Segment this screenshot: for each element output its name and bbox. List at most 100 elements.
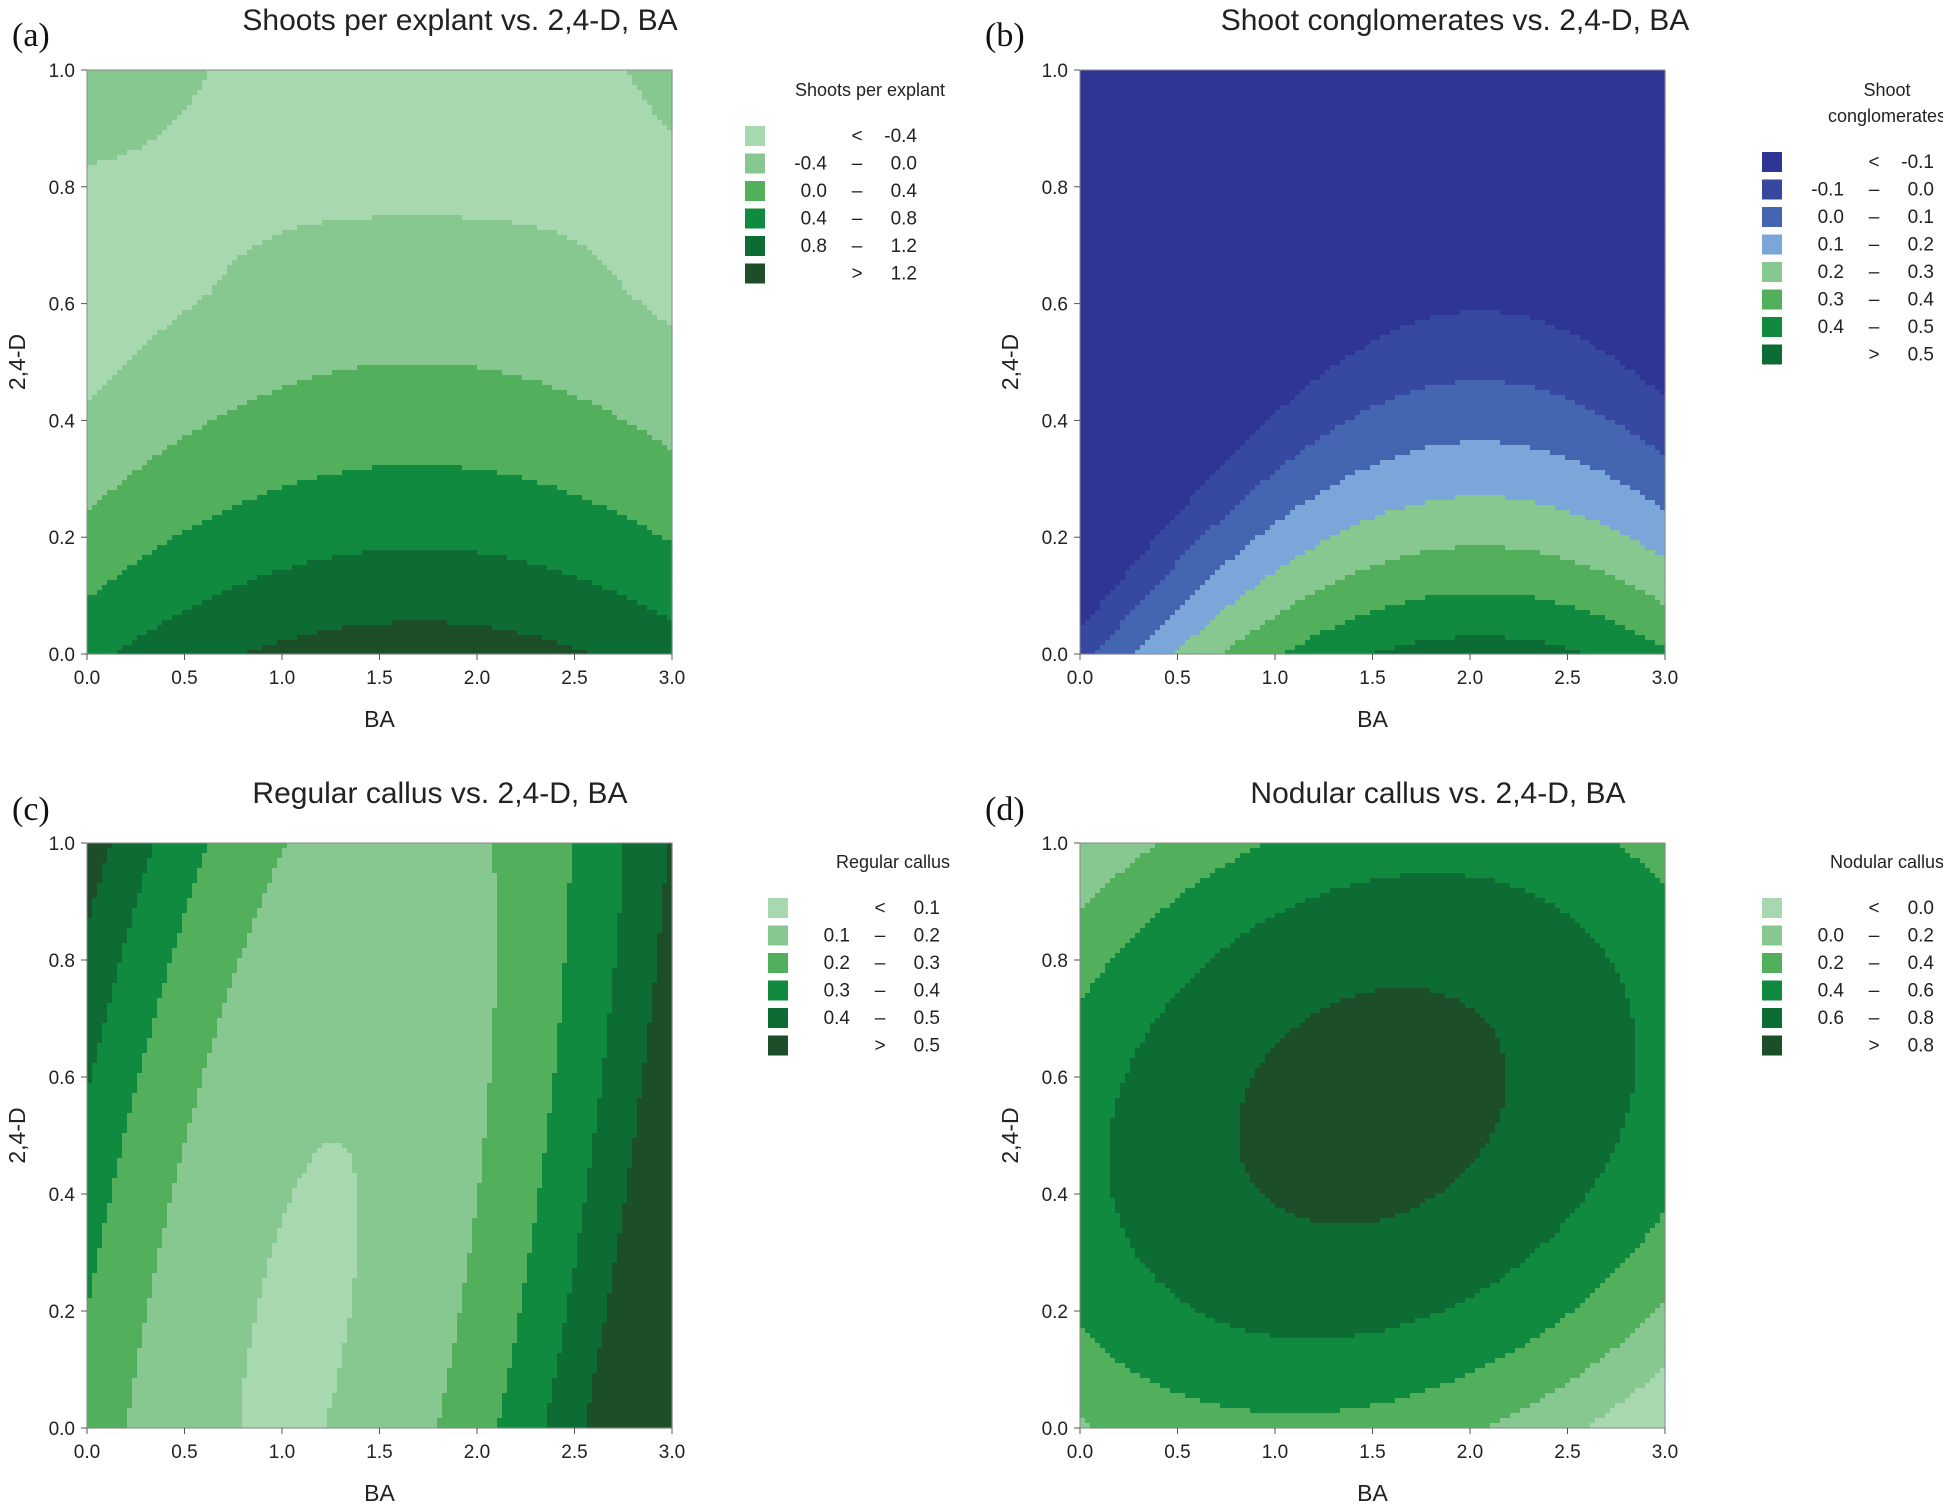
contour-cell-level-5	[607, 1308, 673, 1314]
contour-cell-level-4	[1145, 1263, 1521, 1269]
contour-cell-level-3	[152, 843, 208, 849]
contour-cell-level-5	[607, 1318, 673, 1324]
contour-cell-level-1	[157, 1253, 273, 1259]
contour-cell-level-6	[1310, 635, 1456, 641]
contour-cell-level-3	[1550, 1238, 1646, 1244]
contour-cell-level-2	[117, 1163, 178, 1169]
contour-cell-level-1	[1330, 365, 1626, 371]
x-axis-label: BA	[364, 706, 395, 732]
contour-cell-level-3	[1620, 1128, 1666, 1134]
contour-cell-level-2	[87, 1383, 133, 1389]
legend-range-high: 0.5	[914, 1008, 940, 1029]
contour-cell-level-5	[627, 1183, 673, 1189]
contour-cell-level-2	[617, 510, 673, 516]
contour-cell-level-2	[87, 1388, 133, 1394]
contour-cell-level-4	[1130, 1243, 1541, 1249]
contour-cell-level-0	[97, 160, 673, 166]
contour-cell-level-5	[1290, 605, 1386, 611]
contour-cell-level-0	[1080, 605, 1101, 611]
contour-cell-level-4	[572, 1273, 613, 1279]
contour-cell-level-1	[667, 445, 673, 451]
contour-cell-level-4	[87, 1018, 108, 1024]
contour-cell-level-0	[287, 1203, 358, 1209]
contour-cell-level-3	[1520, 1263, 1621, 1269]
contour-cell-level-2	[1610, 1273, 1666, 1279]
legend-range-low: >	[1868, 1036, 1879, 1057]
contour-cell-level-4	[607, 1018, 653, 1024]
contour-cell-level-1	[142, 1323, 253, 1329]
contour-cell-level-4	[1135, 1248, 1536, 1254]
contour-cell-level-3	[1080, 1313, 1206, 1319]
contour-cell-level-2	[492, 1043, 558, 1049]
contour-cell-level-4	[87, 1028, 103, 1034]
contour-cell-level-2	[1080, 913, 1156, 919]
contour-cell-level-2	[1660, 1218, 1666, 1224]
contour-cell-level-3	[547, 1128, 598, 1134]
contour-cell-level-3	[1295, 505, 1406, 511]
legend-swatch	[745, 153, 765, 174]
contour-cell-level-2	[497, 873, 573, 879]
contour-cell-level-0	[267, 1263, 358, 1269]
contour-cell-level-0	[292, 1188, 358, 1194]
contour-cell-level-4	[232, 585, 603, 591]
contour-cell-level-4	[1110, 1138, 1241, 1144]
contour-cell-level-0	[1080, 610, 1096, 616]
contour-cell-level-3	[667, 615, 673, 621]
legend-swatch	[1762, 262, 1782, 282]
contour-cell-level-1	[87, 140, 148, 146]
contour-cell-level-5	[667, 868, 673, 874]
contour-cell-level-3	[1080, 1093, 1121, 1099]
contour-cell-level-3	[602, 585, 673, 591]
contour-cell-level-3	[1220, 1403, 1371, 1409]
x-tick-label: 1.0	[269, 668, 295, 689]
contour-cell-level-0	[242, 1388, 338, 1394]
contour-cell-level-1	[87, 70, 208, 76]
contour-cell-level-2	[492, 1073, 553, 1079]
y-tick-label: 0.0	[49, 645, 75, 666]
contour-cell-level-0	[1080, 380, 1311, 386]
contour-cell-level-4	[1195, 973, 1621, 979]
contour-cell-level-0	[1080, 545, 1151, 551]
contour-cell-level-2	[102, 1238, 163, 1244]
contour-cell-level-0	[1500, 310, 1666, 316]
contour-cell-level-0	[1080, 270, 1666, 276]
contour-cell-level-4	[1150, 1028, 1291, 1034]
contour-cell-level-3	[1630, 535, 1666, 541]
x-tick-label: 0.5	[171, 668, 197, 689]
contour-cell-level-2	[1080, 963, 1106, 969]
contour-cell-level-4	[1130, 1068, 1256, 1074]
contour-cell-level-1	[352, 1288, 463, 1294]
contour-cell-level-2	[457, 1323, 518, 1329]
contour-cell-level-1	[602, 405, 673, 411]
contour-cell-level-4	[597, 1103, 638, 1109]
contour-cell-level-4	[87, 1078, 93, 1084]
contour-cell-level-4	[1120, 1218, 1311, 1224]
contour-cell-level-2	[202, 858, 278, 864]
contour-cell-level-1	[1175, 515, 1226, 521]
contour-cell-level-2	[112, 1198, 173, 1204]
contour-cell-level-0	[1080, 580, 1121, 586]
legend-swatch	[1762, 980, 1782, 1001]
contour-cell-level-1	[642, 95, 673, 101]
contour-cell-level-3	[1610, 958, 1666, 964]
contour-cell-level-2	[87, 1353, 138, 1359]
contour-cell-level-0	[252, 1343, 343, 1349]
contour-cell-level-3	[97, 1058, 143, 1064]
contour-cell-level-5	[592, 1373, 673, 1379]
legend-range-low: 0.0	[801, 181, 827, 202]
contour-cell-level-0	[652, 310, 673, 316]
legend-range-high: 0.8	[1908, 1036, 1934, 1057]
contour-cell-level-3	[1535, 893, 1666, 899]
contour-cell-level-4	[87, 918, 133, 924]
contour-cell-level-3	[567, 953, 618, 959]
contour-cell-level-1	[177, 315, 658, 321]
contour-cell-level-4	[577, 1248, 618, 1254]
contour-cell-level-0	[627, 290, 673, 296]
contour-cell-level-2	[137, 1088, 198, 1094]
contour-cell-level-1	[272, 878, 498, 884]
contour-cell-level-1	[87, 490, 108, 496]
contour-cell-level-3	[132, 923, 183, 929]
contour-cell-level-2	[132, 1103, 198, 1109]
contour-cell-level-3	[1215, 868, 1651, 874]
contour-cell-level-2	[1320, 435, 1641, 441]
